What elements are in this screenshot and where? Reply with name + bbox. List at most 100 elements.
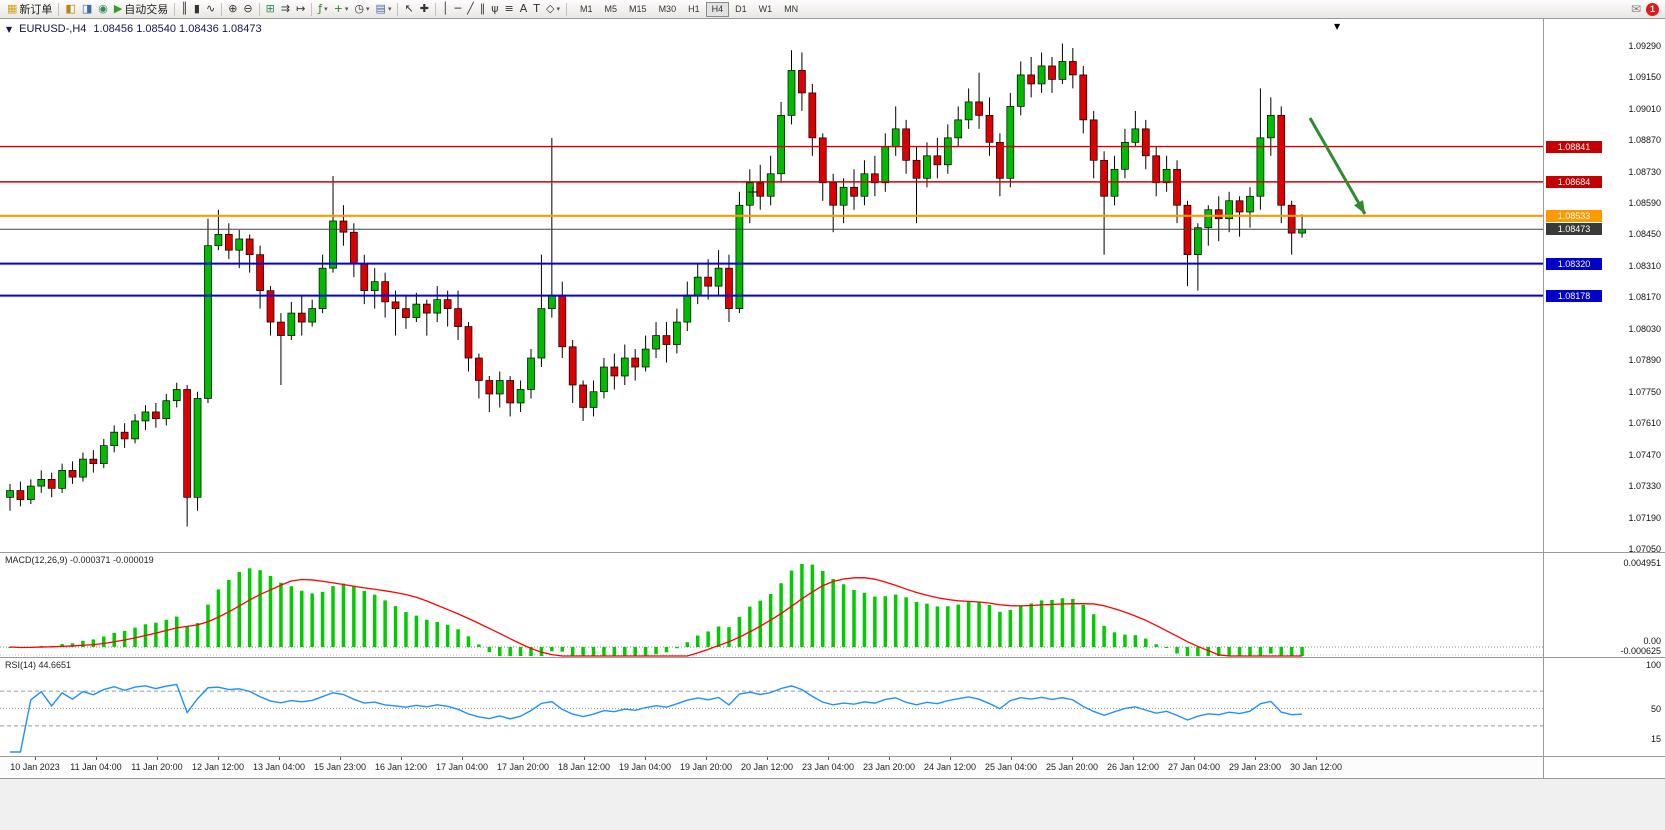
new-chart-dropdown-arrow[interactable]: ▾ xyxy=(344,6,349,13)
time-label: 17 Jan 04:00 xyxy=(435,762,489,772)
candle-body xyxy=(402,308,410,318)
time-tick xyxy=(1255,756,1256,760)
shapes-dropdown-arrow[interactable]: ▾ xyxy=(556,6,561,13)
time-label: 15 Jan 23:00 xyxy=(313,762,367,772)
time-tick xyxy=(1011,756,1012,760)
macd-panel[interactable]: MACD(12,26,9) -0.000371 -0.000019 xyxy=(0,552,1543,657)
macd-axis-min: -0.000625 xyxy=(1620,646,1661,656)
macd-histogram-bar xyxy=(581,647,585,656)
price-axis[interactable]: 1.09290 1.09150 1.09010 1.08870 1.08730 1.085… xyxy=(1543,18,1665,778)
macd-histogram-bar xyxy=(300,590,304,647)
navigator-button[interactable]: ◨ xyxy=(79,1,95,17)
macd-histogram-bar xyxy=(748,606,752,647)
price-chart-panel[interactable]: ▼ EURUSD-,H4 1.08456 1.08540 1.08436 1.0… xyxy=(0,18,1543,552)
channel-button[interactable]: ∥ xyxy=(477,1,489,17)
cross-marker[interactable] xyxy=(748,187,758,197)
candle-body xyxy=(329,220,337,269)
price-tag-1.08473: 1.08473 xyxy=(1546,223,1602,236)
pitchfork-button[interactable]: ψ xyxy=(488,1,501,17)
timeframe-m15[interactable]: M15 xyxy=(629,3,647,14)
macd-axis-zero: 0.00 xyxy=(1643,636,1661,646)
notification-badge[interactable]: 1 xyxy=(1646,2,1659,16)
macd-canvas[interactable] xyxy=(0,552,1543,657)
symbol-dropdown-caret[interactable]: ▼ xyxy=(6,24,13,34)
candle-body xyxy=(589,391,598,408)
price-tag-1.08178: 1.08178 xyxy=(1546,289,1602,302)
macd-histogram-bar xyxy=(508,647,512,656)
tile-windows-button[interactable]: ⊞ xyxy=(263,1,278,17)
vertical-line-button[interactable]: │ xyxy=(439,1,452,17)
crosshair-icon: ✚ xyxy=(419,2,429,15)
chart-shift-marker[interactable]: ▼ xyxy=(1334,22,1341,31)
time-tick xyxy=(584,756,585,760)
macd-histogram-bar xyxy=(185,626,189,647)
price-chart-canvas[interactable] xyxy=(0,18,1543,552)
timeframe-h4[interactable]: H4 xyxy=(705,1,730,17)
timeframe-m5[interactable]: M5 xyxy=(604,3,618,14)
templates-dropdown-arrow[interactable]: ▾ xyxy=(387,6,392,13)
periods-dropdown-arrow[interactable]: ▾ xyxy=(366,6,370,13)
auto-scroll-button[interactable]: ⇉ xyxy=(278,1,293,17)
text-button[interactable]: A xyxy=(517,1,531,17)
macd-histogram-bar xyxy=(237,571,241,647)
indicators-button[interactable]: ƒ ▾ xyxy=(315,1,330,17)
zoom-out-button[interactable]: ⊖ xyxy=(240,1,255,17)
macd-histogram-bar xyxy=(154,622,158,647)
label-button[interactable]: T xyxy=(530,1,543,17)
time-axis[interactable]: 10 Jan 2023 11 Jan 04:00 11 Jan 20:00 12 Ja… xyxy=(0,756,1543,778)
crosshair-button[interactable]: ✚ xyxy=(417,1,432,17)
candle-body xyxy=(829,182,838,206)
macd-histogram-bar xyxy=(497,647,502,656)
candle-body xyxy=(818,137,827,184)
candle-body xyxy=(1100,159,1108,197)
chart-shift-button[interactable]: ↦ xyxy=(293,1,308,17)
macd-histogram-bar xyxy=(393,606,398,647)
notifications-icon[interactable]: ✉ xyxy=(1630,2,1641,16)
timeframe-m30[interactable]: M30 xyxy=(658,3,677,14)
timeframe-h1[interactable]: H1 xyxy=(688,3,700,14)
bars-mode-button[interactable]: ║ xyxy=(178,1,191,17)
shapes-button[interactable]: ◇ ▾ xyxy=(543,1,563,17)
macd-histogram-bar xyxy=(1144,638,1148,647)
zoom-in-button[interactable]: ⊕ xyxy=(225,1,240,17)
macd-histogram-bar xyxy=(383,600,387,647)
candle-body xyxy=(454,308,462,327)
horizontal-line-button[interactable]: ─ xyxy=(452,1,465,17)
rsi-panel[interactable]: RSI(14) 44.6651 xyxy=(0,657,1543,756)
timeframe-w1[interactable]: W1 xyxy=(758,3,773,14)
new-order-button[interactable]: ▦ 新订单 xyxy=(4,1,55,17)
periods-button[interactable]: ◷ ▾ xyxy=(351,1,372,17)
trend-arrow-head[interactable] xyxy=(1354,200,1365,214)
cursor-button[interactable]: ↖ xyxy=(401,1,416,17)
candle-body xyxy=(16,490,25,500)
macd-histogram-bar xyxy=(695,635,700,647)
timeframe-m1[interactable]: M1 xyxy=(580,3,593,14)
rsi-canvas[interactable] xyxy=(0,657,1543,756)
macd-histogram-bar xyxy=(195,623,200,647)
candles-mode-button[interactable]: ▮ xyxy=(191,1,203,17)
market-watch-button[interactable]: ◧ xyxy=(62,1,78,17)
new-chart-button[interactable]: + ▾ xyxy=(331,1,352,17)
trend-arrow[interactable] xyxy=(1308,117,1367,215)
candle-body xyxy=(464,326,473,359)
line-mode-icon: ∿ xyxy=(205,2,216,15)
algo-trading-button[interactable]: ▶ 自动交易 xyxy=(111,1,171,17)
macd-histogram-bar xyxy=(487,647,492,653)
indicators-dropdown-arrow[interactable]: ▾ xyxy=(324,6,328,13)
macd-histogram-bar xyxy=(404,612,408,647)
macd-histogram-bar xyxy=(1185,647,1190,656)
terminal-button[interactable]: ◉ xyxy=(95,1,111,17)
macd-histogram-bar xyxy=(831,578,835,647)
timeframe-d1[interactable]: D1 xyxy=(735,3,747,14)
time-label: 18 Jan 12:00 xyxy=(557,762,611,772)
timeframe-mn[interactable]: MN xyxy=(784,3,799,14)
line-mode-button[interactable]: ∿ xyxy=(203,1,218,17)
macd-panel-border xyxy=(0,552,1665,553)
macd-histogram-bar xyxy=(362,590,367,647)
templates-button[interactable]: ▤ ▾ xyxy=(373,1,395,17)
macd-histogram-bar xyxy=(247,568,252,647)
toolbar-separator xyxy=(58,2,60,16)
fibonacci-button[interactable]: ≡ xyxy=(502,1,517,17)
trendline-button[interactable]: ╱ xyxy=(464,1,477,17)
bottom-border xyxy=(0,778,1665,779)
